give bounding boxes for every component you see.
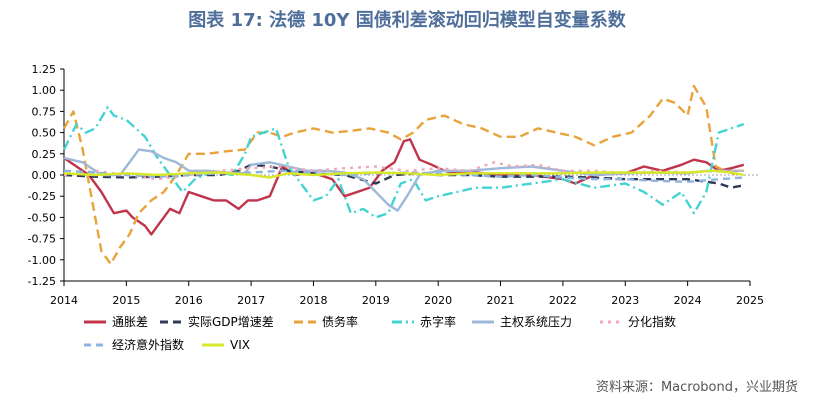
x-tick-label: 2018 <box>299 294 327 307</box>
x-tick-label: 2025 <box>736 294 764 307</box>
x-tick-label: 2016 <box>175 294 203 307</box>
x-tick-label: 2023 <box>611 294 639 307</box>
series-line-7 <box>63 169 744 183</box>
x-tick-label: 2021 <box>487 294 515 307</box>
y-tick-label: 1.25 <box>32 63 57 76</box>
y-tick-label: -0.75 <box>28 233 56 246</box>
legend-label-8: VIX <box>230 338 250 352</box>
legend-label-4: 赤字率 <box>420 314 456 329</box>
series-line-1 <box>63 138 745 236</box>
x-tick-label: 2020 <box>424 294 452 307</box>
legend-label-5: 主权系统压力 <box>500 315 572 329</box>
y-tick-label: 0.50 <box>32 127 57 140</box>
x-tick-label: 2022 <box>549 294 577 307</box>
x-tick-label: 2014 <box>50 294 78 307</box>
y-tick-label: 0.00 <box>32 169 57 182</box>
legend-label-3: 债务率 <box>322 314 358 329</box>
x-tick-label: 2017 <box>237 294 265 307</box>
source-note: 资料来源：Macrobond，兴业期货 <box>595 380 798 395</box>
legend-label-6: 分化指数 <box>628 314 676 329</box>
series-line-8 <box>63 169 745 179</box>
x-tick-label: 2024 <box>674 294 702 307</box>
y-tick-label: 0.75 <box>32 105 57 118</box>
legend-label-7: 经济意外指数 <box>112 337 184 352</box>
series-layer <box>62 84 745 266</box>
y-tick-label: -0.25 <box>28 190 56 203</box>
legend-label-1: 通胀差 <box>112 315 148 329</box>
y-tick-label: -1.00 <box>28 254 56 267</box>
legend-label-2: 实际GDP增速差 <box>188 314 274 329</box>
series-line-6 <box>63 161 744 181</box>
y-tick-label: 1.00 <box>32 84 57 97</box>
y-tick-label: 0.25 <box>32 148 57 161</box>
page-title: 图表 17: 法德 10Y 国债利差滚动回归模型自变量系数 <box>188 10 626 31</box>
x-tick-label: 2015 <box>112 294 140 307</box>
x-tick-label: 2019 <box>362 294 390 307</box>
axes-layer: 1.25 1.00 0.75 0.50 0.25 0.00 -0.25 -0.50 -0.75 -… <box>28 63 764 307</box>
series-line-3 <box>62 84 738 266</box>
y-tick-label: -1.25 <box>28 275 56 288</box>
y-tick-label: -0.50 <box>28 211 56 224</box>
series-line-4 <box>62 106 745 219</box>
